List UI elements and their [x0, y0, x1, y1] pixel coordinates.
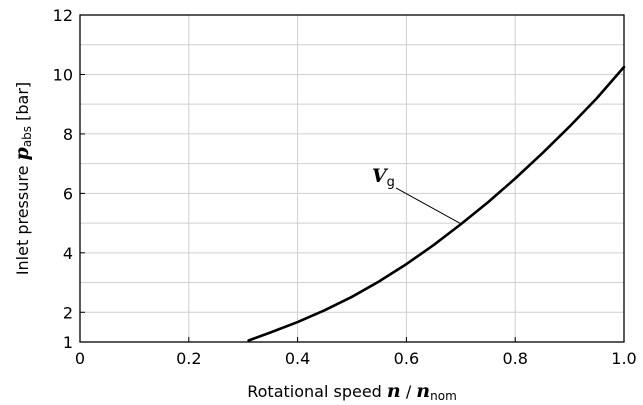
x-axis-title-slash: / — [401, 382, 417, 401]
y-tick-label: 1 — [63, 333, 73, 352]
x-tick-label: 1.0 — [611, 349, 636, 368]
y-tick-label: 6 — [63, 184, 73, 203]
y-tick-label: 4 — [63, 244, 73, 263]
y-tick-label: 8 — [63, 125, 73, 144]
series-line — [247, 65, 626, 342]
y-axis-title-prefix: Inlet pressure — [13, 160, 32, 275]
plot-frame — [79, 14, 625, 343]
x-tick-label: 0.6 — [394, 349, 419, 368]
x-axis-title-sub: nom — [430, 389, 457, 403]
annotation-label-sub: g — [387, 175, 395, 190]
x-axis-title: Rotational speed n / nnom — [247, 380, 457, 403]
x-tick-label: 0.8 — [502, 349, 527, 368]
x-tick-label: 0.4 — [285, 349, 310, 368]
annotation-leader-line — [395, 187, 463, 225]
y-axis-title-var: p — [11, 146, 33, 160]
y-axis-title-sub: abs — [20, 126, 34, 147]
x-tick-label: 0.2 — [176, 349, 201, 368]
y-tick-label: 2 — [63, 303, 73, 322]
y-axis-title-suffix: [bar] — [13, 82, 32, 126]
x-tick-label: 0 — [75, 349, 85, 368]
y-axis-title: Inlet pressure pabs [bar] — [11, 82, 34, 275]
annotation-label: Vg — [372, 165, 395, 190]
grid-lines — [79, 14, 625, 343]
y-tick-label: 12 — [53, 6, 73, 25]
annotation-layer: Vg — [372, 165, 463, 225]
curve-layer — [247, 65, 626, 342]
x-axis-title-prefix: Rotational speed — [247, 382, 387, 401]
annotation-label-var: V — [372, 165, 389, 187]
x-axis-title-var: n — [387, 380, 401, 402]
x-axis-title-var-2: n — [416, 380, 430, 402]
x-axis: 0 0.2 0.4 0.6 0.8 1.0 — [75, 337, 637, 368]
y-tick-label: 10 — [53, 65, 73, 84]
